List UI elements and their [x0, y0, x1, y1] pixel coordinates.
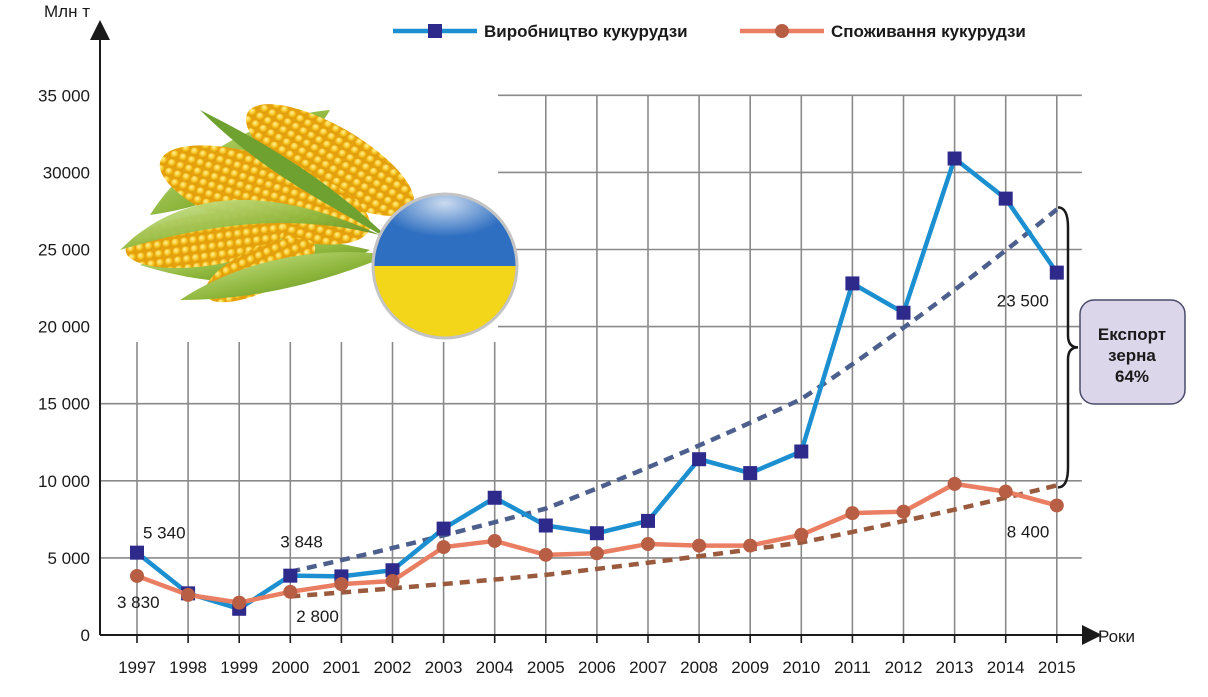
y-tick-label: 35 000 — [38, 86, 90, 105]
data-point-circle — [947, 476, 962, 491]
data-labels: 5 340 3 830 3 848 2 800 23 500 8 400 — [117, 292, 1049, 626]
trendline — [290, 483, 1058, 599]
x-tick-label: 2000 — [271, 658, 309, 677]
data-point-circle — [334, 577, 349, 592]
x-tick-label: 2015 — [1038, 658, 1076, 677]
export-text-line: Експорт — [1098, 325, 1166, 344]
data-point-square — [1049, 265, 1064, 280]
x-tick-label: 2013 — [936, 658, 974, 677]
data-point-square — [589, 526, 604, 541]
x-tick-label: 2012 — [885, 658, 923, 677]
export-box — [1079, 299, 1186, 405]
y-tick-label: 15 000 — [38, 395, 90, 414]
x-tick-label: 1999 — [220, 658, 258, 677]
data-point-square — [896, 305, 911, 320]
corn-cob — [245, 104, 415, 216]
data-point-circle — [589, 546, 604, 561]
axes: 0 5 000 10 000 15 000 20 000 25 000 30000 35 00… — [38, 2, 1135, 677]
data-point-square — [692, 452, 707, 467]
export-text-line: 64% — [1115, 367, 1149, 386]
x-tick-label: 2002 — [374, 658, 412, 677]
data-label: 3 830 — [117, 593, 160, 612]
y-axis-title: Млн т — [44, 2, 90, 21]
export-annotation: Експорт зерна 64% — [1057, 206, 1186, 489]
data-point-square — [743, 466, 758, 481]
x-tick-label: 2014 — [987, 658, 1025, 677]
x-tick-label: 2007 — [629, 658, 667, 677]
data-point-circle — [130, 568, 144, 583]
x-tick-label: 2011 — [834, 658, 871, 677]
data-point-square — [538, 518, 553, 533]
data-point-circle — [283, 584, 298, 599]
data-point-circle — [385, 574, 400, 589]
x-tick-label: 2010 — [782, 658, 820, 677]
data-point-circle — [1049, 498, 1064, 513]
data-point-square — [845, 276, 860, 291]
corn-icon — [120, 104, 415, 303]
data-point-circle — [743, 538, 758, 553]
data-point-square — [641, 513, 655, 528]
data-label: 23 500 — [997, 292, 1049, 311]
legend: Виробництво кукурудзи Споживання кукурудз… — [393, 22, 1026, 41]
data-label: 2 800 — [296, 607, 339, 626]
data-point-circle — [487, 533, 502, 548]
data-point-circle — [692, 538, 707, 553]
data-point-square — [794, 444, 809, 459]
data-point-circle — [232, 595, 247, 610]
corn-flag-illustration — [100, 60, 519, 342]
export-brace — [1057, 206, 1079, 489]
y-tick-label: 20 000 — [38, 318, 90, 337]
data-point-circle — [794, 527, 809, 542]
data-point-circle — [641, 537, 655, 552]
data-label: 3 848 — [280, 533, 323, 552]
y-tick-label: 10 000 — [38, 472, 90, 491]
x-tick-label: 2006 — [578, 658, 616, 677]
trendlines — [289, 207, 1059, 599]
trendline — [289, 207, 1059, 574]
legend-label: Споживання кукурудзи — [831, 22, 1026, 41]
data-point-square — [947, 151, 962, 166]
data-point-square — [283, 568, 298, 583]
ball-shine — [390, 194, 500, 248]
data-point-circle — [845, 506, 860, 521]
x-tick-label: 1998 — [169, 658, 207, 677]
x-tick-label: 2008 — [680, 658, 718, 677]
data-point-square — [385, 563, 400, 578]
corn-leaf — [120, 199, 380, 250]
data-point-square — [487, 490, 502, 505]
x-tick-label: 2005 — [527, 658, 565, 677]
export-text-line: зерна — [1108, 346, 1156, 365]
y-tick-label: 5 000 — [47, 549, 90, 568]
x-axis-title: Роки — [1098, 627, 1135, 646]
series — [130, 151, 1064, 616]
data-point-circle — [538, 547, 553, 562]
ball-rim — [371, 192, 519, 340]
data-label: 8 400 — [1007, 522, 1050, 541]
legend-marker-square — [428, 24, 442, 38]
x-tick-label: 2001 — [322, 658, 360, 677]
data-point-square — [998, 191, 1013, 206]
x-tick-label: 2003 — [425, 658, 463, 677]
data-point-circle — [998, 484, 1013, 499]
legend-label: Виробництво кукурудзи — [484, 22, 688, 41]
y-tick-label: 30000 — [43, 163, 90, 182]
corn-leaf — [200, 110, 390, 240]
x-tick-label: 2009 — [731, 658, 769, 677]
y-tick-label: 25 000 — [38, 241, 90, 260]
data-point-circle — [181, 587, 196, 602]
corn-leaf — [180, 252, 390, 300]
x-tick-label: 1997 — [118, 658, 156, 677]
y-tick-label: 0 — [81, 626, 90, 645]
x-tick-label: 2004 — [476, 658, 514, 677]
data-label: 5 340 — [143, 524, 186, 543]
data-point-square — [130, 545, 144, 560]
data-point-circle — [436, 540, 451, 555]
legend-marker-circle — [775, 24, 789, 38]
data-point-square — [436, 521, 451, 536]
data-point-circle — [896, 504, 911, 519]
